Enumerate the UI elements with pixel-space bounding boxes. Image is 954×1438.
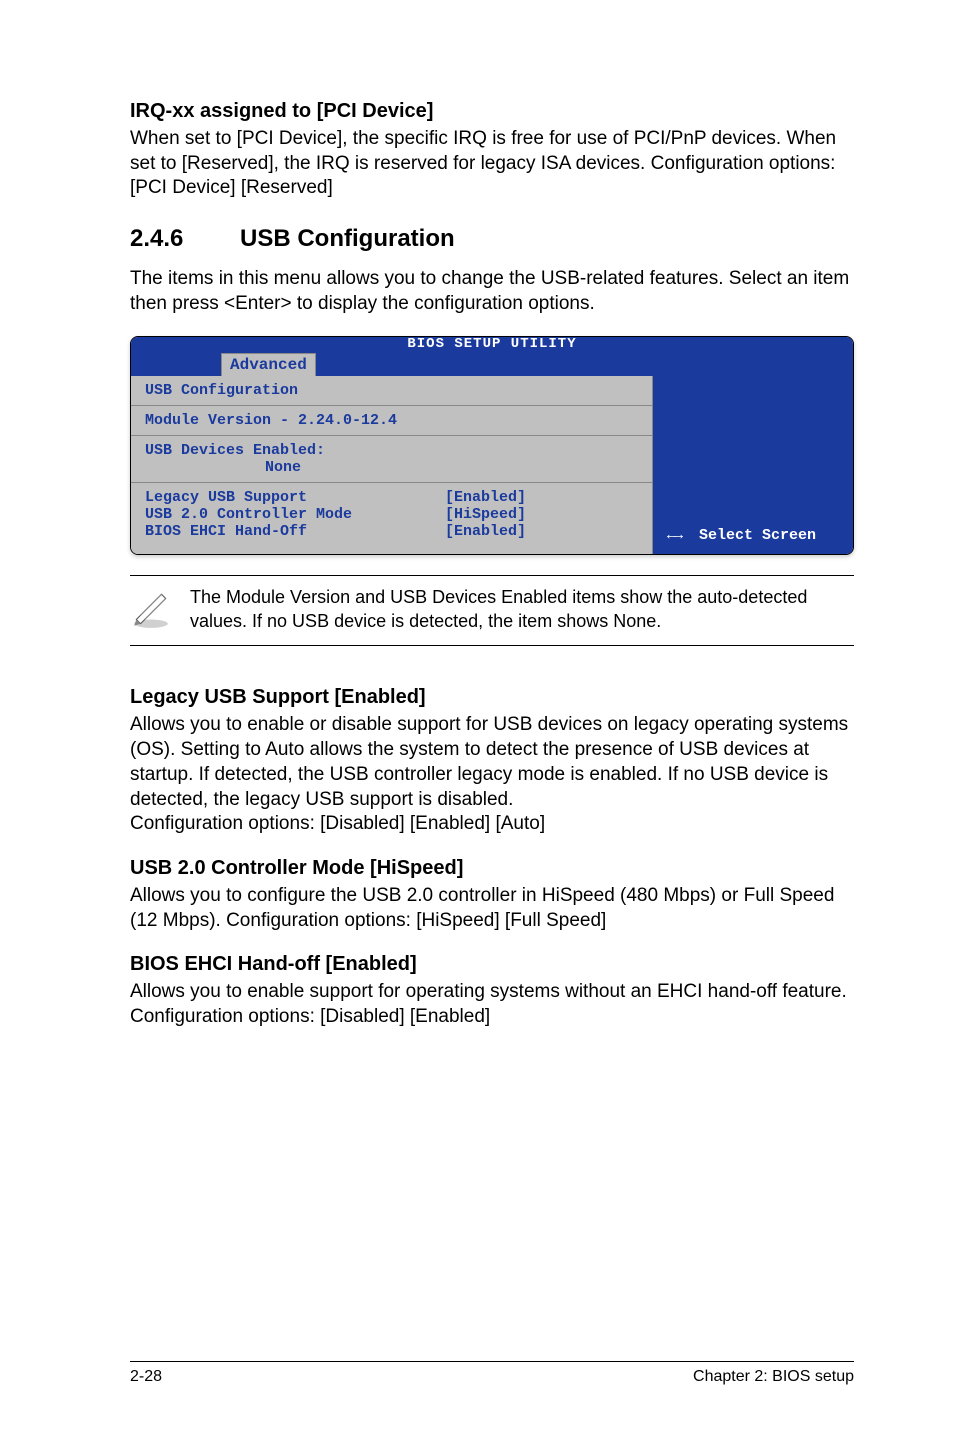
legacy-heading: Legacy USB Support [Enabled] bbox=[130, 686, 854, 709]
bios-help-panel: ←→ Select Screen bbox=[653, 376, 853, 554]
bios-panel-title: USB Configuration bbox=[131, 376, 652, 406]
bios-screenshot: BIOS SETUP UTILITY Advanced USB Configur… bbox=[130, 336, 854, 555]
bios-tab-row: Advanced bbox=[131, 351, 853, 376]
irq-body: When set to [PCI Device], the specific I… bbox=[130, 127, 854, 201]
footer-page-number: 2-28 bbox=[130, 1368, 162, 1386]
bios-left-panel: USB Configuration Module Version - 2.24.… bbox=[131, 376, 653, 554]
note-text: The Module Version and USB Devices Enabl… bbox=[190, 586, 854, 633]
section-title: USB Configuration bbox=[240, 225, 455, 252]
pencil-icon bbox=[130, 586, 190, 635]
usb20-heading: USB 2.0 Controller Mode [HiSpeed] bbox=[130, 857, 854, 880]
section-intro: The items in this menu allows you to cha… bbox=[130, 267, 854, 316]
ehci-body: Allows you to enable support for operati… bbox=[130, 980, 854, 1029]
bios-devices: USB Devices Enabled: None bbox=[131, 436, 652, 483]
section-number: 2.4.6 bbox=[130, 225, 240, 253]
note-block: The Module Version and USB Devices Enabl… bbox=[130, 575, 854, 646]
bios-devices-value: None bbox=[145, 459, 638, 476]
bios-row-legacy-label: Legacy USB Support bbox=[145, 489, 445, 506]
bios-settings: Legacy USB Support [Enabled] USB 2.0 Con… bbox=[131, 483, 652, 554]
legacy-body: Allows you to enable or disable support … bbox=[130, 713, 854, 836]
bios-row-usb20-value: [HiSpeed] bbox=[445, 506, 526, 523]
page-footer: 2-28 Chapter 2: BIOS setup bbox=[130, 1361, 854, 1386]
arrow-left-right-icon: ←→ bbox=[667, 527, 681, 544]
bios-row-ehci-value: [Enabled] bbox=[445, 523, 526, 540]
bios-devices-label: USB Devices Enabled: bbox=[145, 442, 638, 459]
bios-row-usb20-label: USB 2.0 Controller Mode bbox=[145, 506, 445, 523]
bios-tab-advanced[interactable]: Advanced bbox=[221, 353, 316, 376]
bios-help-text: Select Screen bbox=[699, 527, 816, 544]
usb20-body: Allows you to configure the USB 2.0 cont… bbox=[130, 884, 854, 933]
page: IRQ-xx assigned to [PCI Device] When set… bbox=[0, 0, 954, 1438]
bios-row-usb20[interactable]: USB 2.0 Controller Mode [HiSpeed] bbox=[145, 506, 638, 523]
irq-heading: IRQ-xx assigned to [PCI Device] bbox=[130, 100, 854, 123]
bios-row-ehci[interactable]: BIOS EHCI Hand-Off [Enabled] bbox=[145, 523, 638, 540]
bios-row-ehci-label: BIOS EHCI Hand-Off bbox=[145, 523, 445, 540]
bios-row-legacy[interactable]: Legacy USB Support [Enabled] bbox=[145, 489, 638, 506]
footer-chapter: Chapter 2: BIOS setup bbox=[693, 1368, 854, 1386]
section-heading: 2.4.6USB Configuration bbox=[130, 225, 854, 253]
bios-module-line: Module Version - 2.24.0-12.4 bbox=[131, 406, 652, 436]
bios-util-title: BIOS SETUP UTILITY bbox=[131, 337, 853, 351]
bios-row-legacy-value: [Enabled] bbox=[445, 489, 526, 506]
ehci-heading: BIOS EHCI Hand-off [Enabled] bbox=[130, 953, 854, 976]
bios-body: USB Configuration Module Version - 2.24.… bbox=[131, 376, 853, 554]
